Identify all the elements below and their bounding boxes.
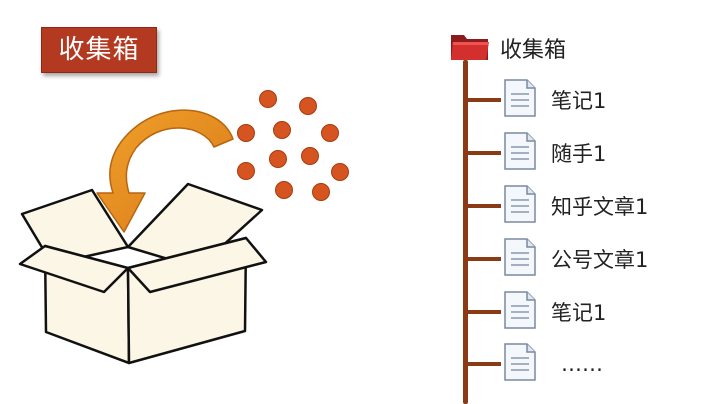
dot — [321, 124, 339, 142]
tree-item[interactable]: 随手1 — [465, 131, 606, 175]
scattered-dots — [237, 90, 349, 201]
tree-branch — [465, 310, 501, 314]
dot — [312, 183, 330, 201]
folder-tree: 收集箱 笔记1 随手1 知乎文章1 公号文章1 笔记1 — [450, 30, 710, 404]
box-front-flap-right — [126, 236, 268, 294]
document-icon — [503, 290, 537, 334]
tree-branch — [465, 204, 501, 208]
dot — [237, 124, 255, 142]
folder-label: 收集箱 — [500, 38, 567, 63]
tree-branch — [465, 257, 501, 261]
tree-item-label: 知乎文章1 — [551, 195, 649, 219]
box-front-flap-left — [18, 244, 130, 294]
dot — [269, 150, 287, 168]
document-icon — [503, 342, 537, 386]
document-icon — [503, 184, 537, 228]
tree-item-label: 公号文章1 — [551, 248, 649, 272]
curved-arrow-icon — [96, 109, 234, 233]
tree-item[interactable]: 笔记1 — [465, 290, 606, 334]
tree-item[interactable]: 知乎文章1 — [465, 184, 648, 228]
folder-icon — [450, 30, 490, 66]
tree-branch — [465, 362, 501, 366]
dot — [259, 90, 277, 108]
tree-item-label: 随手1 — [551, 142, 607, 166]
tree-item[interactable]: …… — [465, 342, 603, 386]
tree-item[interactable]: 公号文章1 — [465, 237, 648, 281]
document-icon — [503, 131, 537, 175]
tree-item-label: 笔记1 — [551, 301, 607, 325]
dot — [237, 162, 255, 180]
dot — [331, 163, 349, 181]
document-icon — [503, 237, 537, 281]
title-badge: 收集箱 — [41, 27, 157, 73]
tree-root-folder[interactable]: 收集箱 — [450, 30, 566, 66]
tree-item-label: 笔记1 — [551, 89, 607, 113]
tree-trunk — [463, 60, 468, 404]
tree-item[interactable]: 笔记1 — [465, 78, 606, 122]
dot — [275, 181, 293, 199]
tree-item-label: …… — [561, 352, 603, 376]
tree-branch — [465, 98, 501, 102]
dot — [299, 97, 317, 115]
dot — [301, 147, 319, 165]
dot — [273, 121, 291, 139]
document-icon — [503, 78, 537, 122]
tree-branch — [465, 151, 501, 155]
